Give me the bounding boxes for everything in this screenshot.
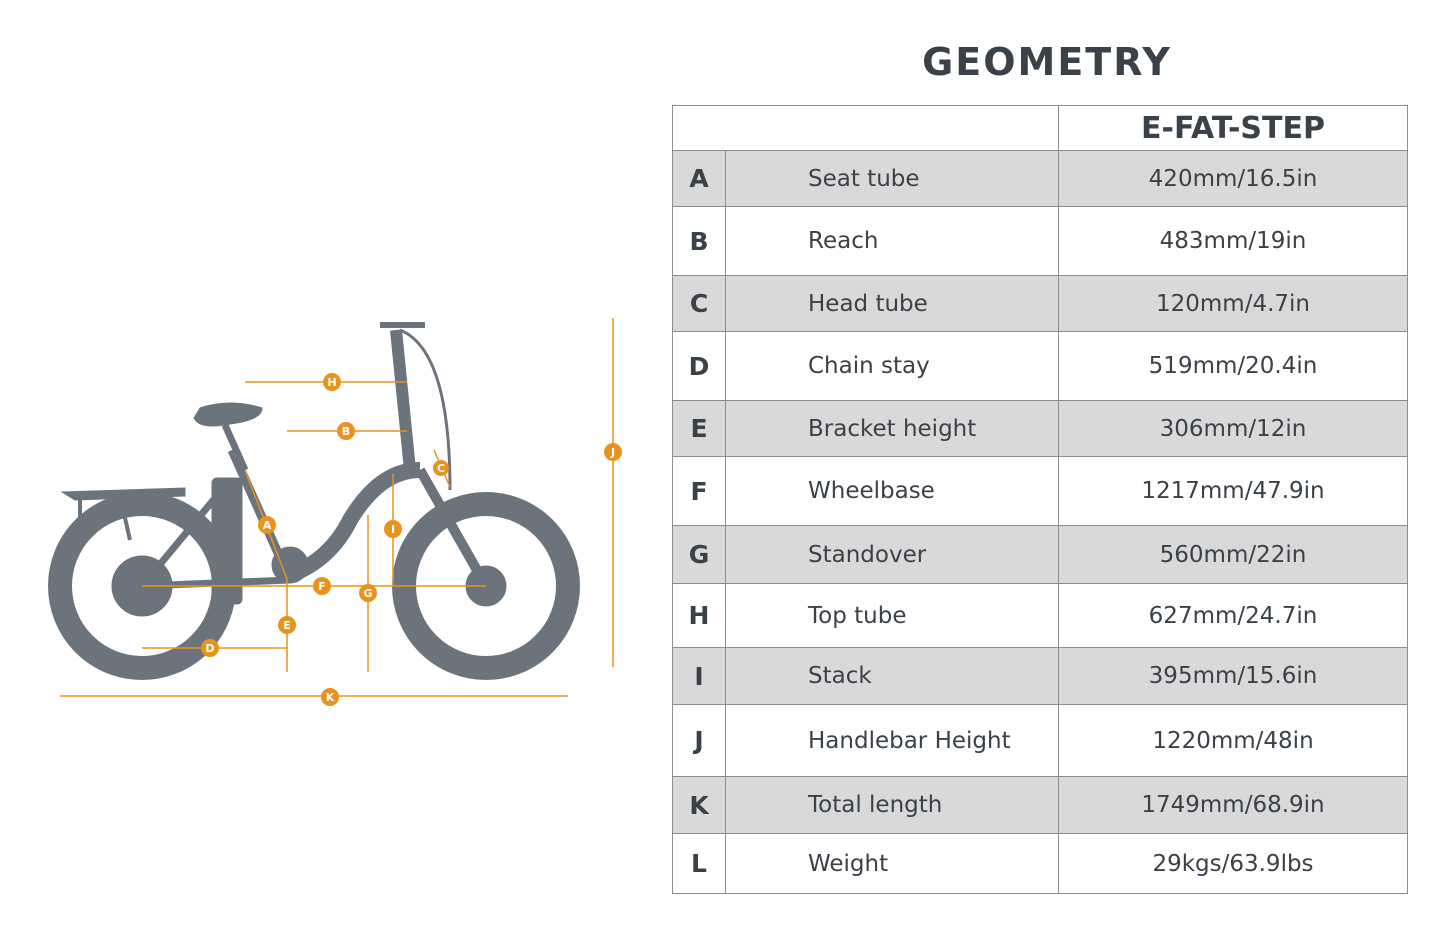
row-key: D	[672, 331, 726, 401]
row-value: 29kgs/63.9lbs	[1058, 833, 1408, 894]
row-name: Reach	[725, 206, 1059, 276]
table-row: G Standover 560mm/22in	[672, 525, 1408, 584]
table-row: H Top tube 627mm/24.7in	[672, 583, 1408, 648]
row-value: 560mm/22in	[1058, 525, 1408, 584]
table-row: D Chain stay 519mm/20.4in	[672, 331, 1408, 401]
svg-text:E: E	[283, 619, 291, 632]
marker-h: H	[323, 373, 341, 391]
row-value: 306mm/12in	[1058, 400, 1408, 457]
table-row: E Bracket height 306mm/12in	[672, 400, 1408, 457]
row-value: 1217mm/47.9in	[1058, 456, 1408, 526]
svg-text:J: J	[610, 446, 615, 459]
model-header: E-FAT-STEP	[1058, 105, 1408, 151]
row-key: J	[672, 704, 726, 777]
row-name: Stack	[725, 647, 1059, 705]
row-name: Head tube	[725, 275, 1059, 332]
table-row: J Handlebar Height 1220mm/48in	[672, 704, 1408, 777]
row-key: L	[672, 833, 726, 894]
svg-text:I: I	[391, 523, 395, 536]
marker-k: K	[321, 688, 339, 706]
svg-text:F: F	[318, 580, 326, 593]
row-name: Chain stay	[725, 331, 1059, 401]
row-key: I	[672, 647, 726, 705]
row-key: E	[672, 400, 726, 457]
row-name: Total length	[725, 776, 1059, 834]
svg-text:D: D	[205, 642, 214, 655]
row-name: Bracket height	[725, 400, 1059, 457]
row-value: 627mm/24.7in	[1058, 583, 1408, 648]
row-name: Seat tube	[725, 150, 1059, 207]
row-value: 483mm/19in	[1058, 206, 1408, 276]
svg-text:K: K	[326, 691, 335, 704]
dimension-markers: H B C A I F G E D J K	[201, 373, 622, 706]
marker-j: J	[604, 443, 622, 461]
row-key: C	[672, 275, 726, 332]
row-name: Standover	[725, 525, 1059, 584]
marker-e: E	[278, 616, 296, 634]
table-row: K Total length 1749mm/68.9in	[672, 776, 1408, 834]
marker-g: G	[359, 584, 377, 602]
row-key: F	[672, 456, 726, 526]
bike-silhouette	[48, 322, 580, 680]
geometry-table: E-FAT-STEP A Seat tube 420mm/16.5in B Reach 4…	[672, 105, 1408, 894]
svg-text:B: B	[342, 425, 350, 438]
row-key: H	[672, 583, 726, 648]
row-key: K	[672, 776, 726, 834]
table-row: C Head tube 120mm/4.7in	[672, 275, 1408, 332]
row-name: Weight	[725, 833, 1059, 894]
row-key: B	[672, 206, 726, 276]
bike-geometry-diagram: H B C A I F G E D J K	[48, 318, 622, 706]
row-key: A	[672, 150, 726, 207]
marker-a: A	[258, 516, 276, 534]
row-value: 1220mm/48in	[1058, 704, 1408, 777]
table-row: A Seat tube 420mm/16.5in	[672, 150, 1408, 207]
table-header-row: E-FAT-STEP	[672, 105, 1408, 151]
row-name: Handlebar Height	[725, 704, 1059, 777]
row-value: 395mm/15.6in	[1058, 647, 1408, 705]
table-row: L Weight 29kgs/63.9lbs	[672, 833, 1408, 894]
row-value: 120mm/4.7in	[1058, 275, 1408, 332]
page-title: GEOMETRY	[922, 40, 1172, 84]
svg-text:H: H	[327, 376, 336, 389]
marker-d: D	[201, 639, 219, 657]
marker-i: I	[384, 520, 402, 538]
table-row: B Reach 483mm/19in	[672, 206, 1408, 276]
marker-f: F	[313, 577, 331, 595]
marker-c: C	[433, 460, 449, 476]
svg-text:G: G	[363, 587, 372, 600]
table-row: F Wheelbase 1217mm/47.9in	[672, 456, 1408, 526]
table-row: I Stack 395mm/15.6in	[672, 647, 1408, 705]
row-name: Top tube	[725, 583, 1059, 648]
marker-b: B	[337, 422, 355, 440]
row-key: G	[672, 525, 726, 584]
row-name: Wheelbase	[725, 456, 1059, 526]
svg-text:A: A	[263, 519, 272, 532]
row-value: 420mm/16.5in	[1058, 150, 1408, 207]
row-value: 519mm/20.4in	[1058, 331, 1408, 401]
row-value: 1749mm/68.9in	[1058, 776, 1408, 834]
svg-text:C: C	[437, 462, 445, 475]
